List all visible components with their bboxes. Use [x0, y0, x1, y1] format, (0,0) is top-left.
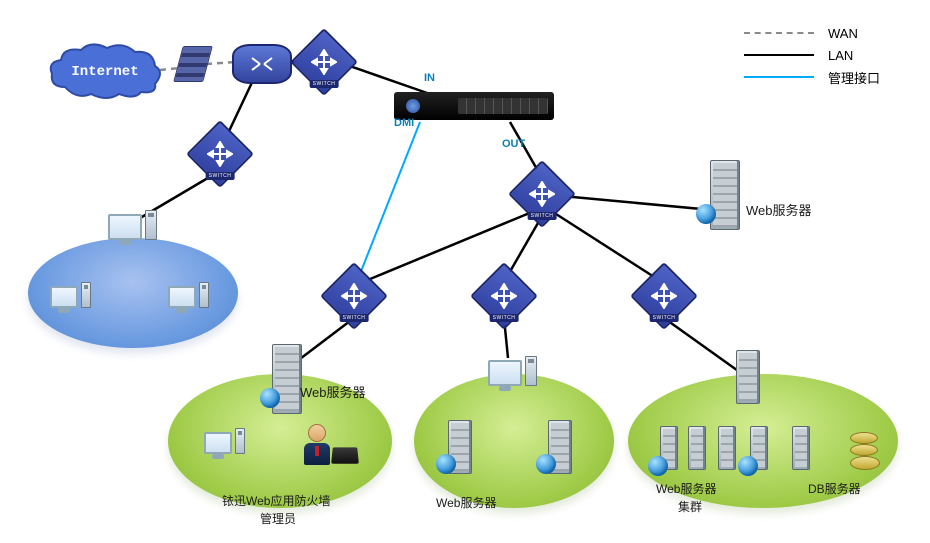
edge-sw3-srvTop — [562, 196, 712, 210]
admin-icon — [302, 424, 332, 466]
internet-cloud: Internet — [45, 42, 165, 102]
switch-sw4: SWITCH — [330, 272, 378, 320]
label-web-cluster-l2: 集群 — [678, 498, 702, 515]
globe-g3-2 — [738, 456, 758, 476]
globe-g3-1 — [648, 456, 668, 476]
label-db-server: DB服务器 — [808, 480, 861, 497]
port-label-dmi: DMI — [394, 117, 414, 129]
server-g3-3 — [718, 426, 736, 470]
pc-blue-top — [108, 210, 157, 240]
globe-icon — [696, 204, 716, 224]
network-diagram: WAN LAN 管理接口 — [0, 0, 930, 543]
label-web-server-g2: Web服务器 — [436, 494, 496, 511]
switch-sw6: SWITCH — [640, 272, 688, 320]
server-g3-2 — [688, 426, 706, 470]
firewall-appliance-icon — [394, 92, 554, 120]
globe-g2-l — [436, 454, 456, 474]
arrows-icon — [248, 54, 276, 74]
port-label-out: OUT — [502, 138, 525, 150]
laptop-icon — [331, 447, 359, 463]
globe-g1 — [260, 388, 280, 408]
label-web-cluster-l1: Web服务器 — [656, 480, 716, 497]
switch-sw1: SWITCH — [300, 38, 348, 86]
server-top-icon — [710, 160, 740, 230]
switch-sw2: SWITCH — [196, 130, 244, 178]
pc-blue-l — [50, 282, 91, 308]
internet-label: Internet — [71, 64, 138, 80]
server-g3-db — [792, 426, 810, 470]
edge-appl-sw4-mgmt — [356, 122, 420, 284]
disks-icon — [850, 432, 878, 470]
pc-g2-top — [488, 356, 537, 386]
router-icon — [232, 44, 292, 84]
switch-sw3: SWITCH — [518, 170, 566, 218]
label-admin-l1: 铱迅Web应用防火墙 — [222, 492, 330, 509]
server-g3-top — [736, 350, 760, 404]
label-admin-l2: 管理员 — [260, 510, 296, 527]
edge-sw1-appl — [344, 64, 430, 94]
pc-blue-r — [168, 282, 209, 308]
label-web-server-g1: Web服务器 — [300, 382, 366, 401]
port-label-in: IN — [424, 72, 435, 84]
switch-sw5: SWITCH — [480, 272, 528, 320]
pc-g1 — [204, 428, 245, 454]
zone-green-2 — [414, 374, 614, 508]
globe-g2-r — [536, 454, 556, 474]
appliance-logo-icon — [406, 99, 420, 113]
label-web-server-top: Web服务器 — [746, 200, 812, 219]
